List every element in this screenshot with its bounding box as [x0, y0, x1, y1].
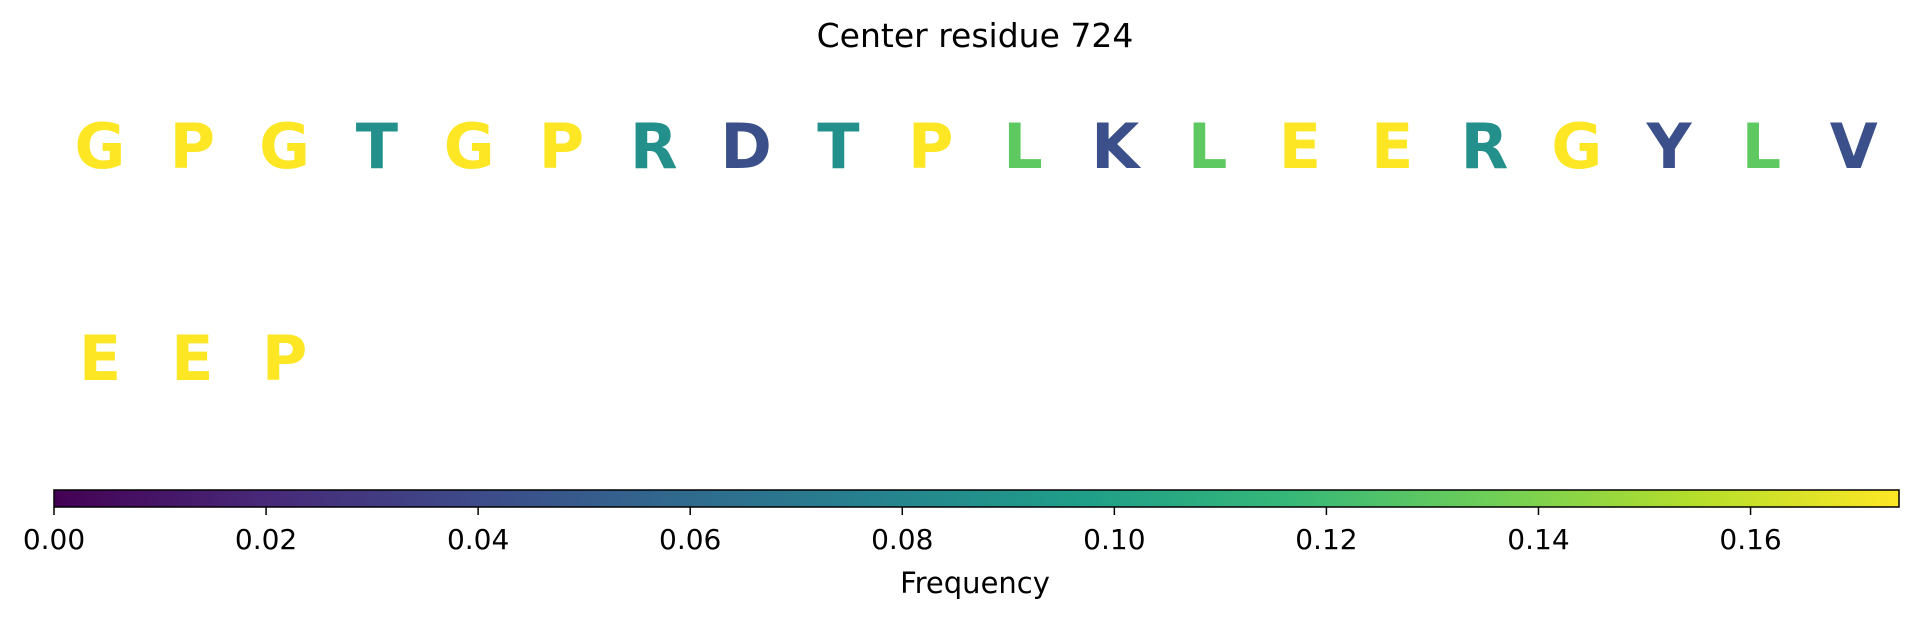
residue-letter: E — [1371, 110, 1413, 183]
residue-letter: P — [170, 110, 215, 183]
colorbar-ticks: 0.00 0.02 0.04 0.06 0.08 0.10 0.12 0.14 0.16 — [23, 507, 1782, 556]
residue-letter: G — [1551, 110, 1602, 183]
chart-title: Center residue 724 — [817, 16, 1134, 55]
colorbar-tick-label: 0.10 — [1083, 523, 1145, 556]
residue-letter: G — [75, 110, 126, 183]
residue-letter: T — [817, 110, 859, 183]
colorbar-label: Frequency — [900, 566, 1050, 600]
residue-letter: E — [79, 322, 121, 395]
colorbar-tick-label: 0.08 — [871, 523, 933, 556]
colorbar-tick-label: 0.06 — [659, 523, 721, 556]
residue-letter: P — [262, 322, 307, 395]
residue-letter: L — [1188, 110, 1228, 183]
residue-letter: V — [1830, 110, 1878, 183]
colorbar-tick-label: 0.16 — [1719, 523, 1781, 556]
colorbar-tick-label: 0.14 — [1507, 523, 1569, 556]
residue-letters: G P G T G P R D T P L K L E E R G Y L VE E P — [75, 110, 1878, 395]
residue-letter: R — [1461, 110, 1509, 183]
colorbar-tick-label: 0.00 — [23, 523, 85, 556]
residue-letter: D — [720, 110, 771, 183]
residue-letter: L — [1742, 110, 1782, 183]
residue-letter: L — [1003, 110, 1043, 183]
residue-letter: P — [908, 110, 953, 183]
colorbar — [53, 489, 1900, 508]
residue-letter: E — [171, 322, 213, 395]
colorbar-tick-label: 0.12 — [1295, 523, 1357, 556]
residue-letter: Y — [1646, 110, 1693, 183]
residue-letter: T — [356, 110, 398, 183]
colorbar-tick-label: 0.02 — [235, 523, 297, 556]
colorbar-tick-label: 0.04 — [447, 523, 509, 556]
residue-letter: P — [539, 110, 584, 183]
residue-letter: R — [630, 110, 678, 183]
residue-letter: K — [1091, 110, 1141, 183]
residue-letter: E — [1279, 110, 1321, 183]
residue-letter: G — [259, 110, 310, 183]
residue-letter: G — [444, 110, 495, 183]
